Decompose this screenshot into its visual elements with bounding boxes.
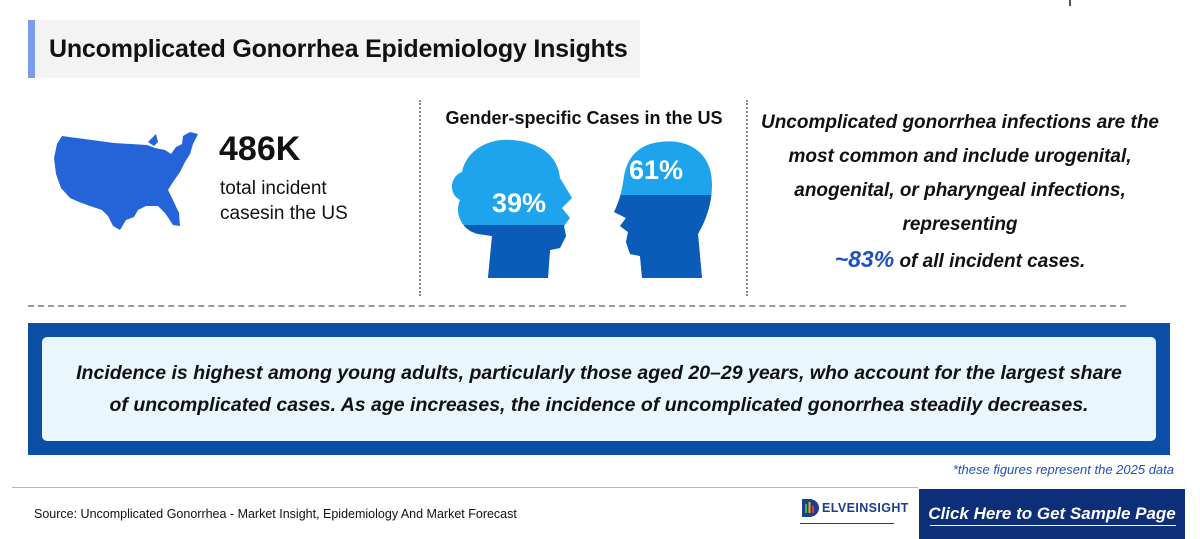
delveinsight-logo[interactable]: ELVEINSIGHT <box>800 497 909 519</box>
get-sample-page-button[interactable]: Click Here to Get Sample Page <box>919 489 1185 539</box>
vertical-divider-right <box>746 100 748 296</box>
logo-wordmark: ELVEINSIGHT <box>822 501 909 515</box>
insight-text-main: Uncomplicated gonorrhea infections are t… <box>760 112 1160 235</box>
delveinsight-logo-icon <box>802 499 819 517</box>
key-finding-banner: Incidence is highest among young adults,… <box>28 323 1170 455</box>
gender-section-title: Gender-specific Cases in the US <box>445 108 723 128</box>
horizontal-divider <box>28 305 1126 307</box>
insight-text: Uncomplicated gonorrhea infections are t… <box>760 106 1160 279</box>
logo-underline <box>800 523 894 524</box>
female-head-icon <box>451 139 572 278</box>
usa-map-icon <box>54 132 198 230</box>
cta-underline <box>930 525 1176 526</box>
male-percentage: 61% <box>629 155 684 185</box>
top-edge-mark <box>1069 0 1071 6</box>
insight-highlight: ~83% <box>834 246 895 272</box>
insight-text-tail: of all incident cases. <box>899 251 1086 272</box>
data-year-footnote: *these figures represent the 2025 data <box>952 462 1174 477</box>
key-finding-box: Incidence is highest among young adults,… <box>42 337 1156 441</box>
source-citation: Source: Uncomplicated Gonorrhea - Market… <box>34 507 517 521</box>
key-finding-text: Incidence is highest among young adults,… <box>76 362 1122 416</box>
page-title: Uncomplicated Gonorrhea Epidemiology Ins… <box>49 34 628 63</box>
total-cases-value: 486K <box>219 130 301 168</box>
male-head-icon <box>614 141 712 278</box>
footer-divider <box>12 487 918 488</box>
total-cases-label: total incident casesin the US <box>220 178 348 224</box>
female-percentage: 39% <box>492 188 547 218</box>
vertical-divider-left <box>419 100 421 296</box>
title-banner: Uncomplicated Gonorrhea Epidemiology Ins… <box>28 20 640 78</box>
